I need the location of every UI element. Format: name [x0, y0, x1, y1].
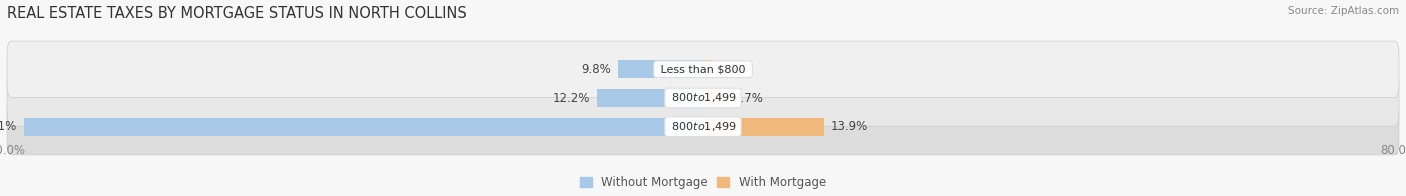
Legend: Without Mortgage, With Mortgage: Without Mortgage, With Mortgage [581, 176, 825, 189]
Text: Less than $800: Less than $800 [657, 64, 749, 74]
FancyBboxPatch shape [7, 70, 1399, 126]
Text: $800 to $1,499: $800 to $1,499 [668, 120, 738, 133]
Text: 0.9%: 0.9% [718, 63, 748, 76]
FancyBboxPatch shape [7, 41, 1399, 97]
Text: 9.8%: 9.8% [581, 63, 610, 76]
Text: $800 to $1,499: $800 to $1,499 [668, 92, 738, 104]
Text: REAL ESTATE TAXES BY MORTGAGE STATUS IN NORTH COLLINS: REAL ESTATE TAXES BY MORTGAGE STATUS IN … [7, 6, 467, 21]
Bar [703, 89, 727, 107]
Bar [703, 60, 711, 78]
Text: 2.7%: 2.7% [734, 92, 763, 104]
Bar [598, 89, 703, 107]
FancyBboxPatch shape [7, 99, 1399, 155]
Text: 78.1%: 78.1% [0, 120, 17, 133]
Text: 12.2%: 12.2% [553, 92, 591, 104]
Text: Source: ZipAtlas.com: Source: ZipAtlas.com [1288, 6, 1399, 16]
Text: 13.9%: 13.9% [831, 120, 868, 133]
Bar [24, 118, 703, 136]
Bar [617, 60, 703, 78]
Bar [703, 118, 824, 136]
